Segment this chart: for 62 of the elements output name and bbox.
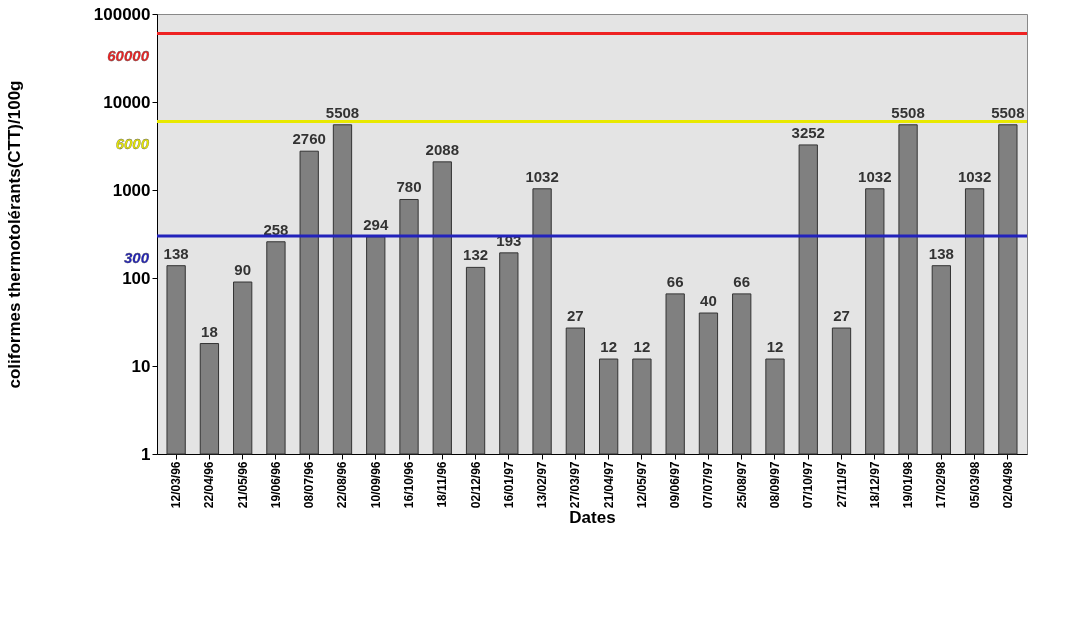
x-tick-label: 08/09/97 [767,461,782,509]
ref-line-label: 60000 [107,46,150,64]
y-tick-label: 10000 [103,92,151,112]
x-tick-label: 27/03/97 [568,461,583,509]
data-label: 66 [733,272,751,290]
x-tick-label: 09/06/97 [668,461,683,509]
x-tick-label: 16/01/97 [501,461,516,509]
ref-line-label: 300 [123,249,150,267]
data-label: 27 [567,307,584,325]
data-label: 18 [201,322,218,340]
x-tick-label: 08/07/96 [302,461,317,509]
x-tick-label: 18/11/96 [435,461,450,508]
y-tick-label: 1000 [112,180,151,200]
data-label: 12 [633,338,651,356]
data-label: 1032 [525,167,559,185]
x-tick-label: 18/12/97 [867,461,882,509]
y-tick-label: 10 [131,356,151,376]
data-label: 1032 [858,167,892,185]
x-tick-label: 10/09/96 [368,461,383,509]
data-label: 5508 [991,103,1025,121]
y-axis-title: coliformes thermotolérants(CTT)/100g [4,80,24,389]
x-axis-title: Dates [569,508,616,528]
x-tick-label: 13/02/97 [535,461,550,509]
y-tick-label: 100000 [93,4,151,24]
x-tick-label: 17/02/98 [934,461,949,509]
data-label: 12 [766,338,784,356]
x-tick-label: 19/01/98 [901,461,916,509]
data-label: 138 [163,244,189,262]
x-tick-label: 02/04/98 [1000,461,1015,509]
ref-line-label: 6000 [115,134,150,152]
x-tick-label: 07/10/97 [801,461,816,509]
data-label: 294 [363,215,389,233]
data-label: 138 [928,244,954,262]
data-label: 132 [463,246,489,264]
data-label: 5508 [325,103,360,121]
x-tick-label: 07/07/97 [701,461,716,509]
x-tick-label: 12/05/97 [634,461,649,509]
x-tick-label: 22/04/96 [202,461,217,509]
x-tick-label: 19/06/96 [268,461,283,509]
x-tick-label: 25/08/97 [734,461,749,509]
data-label: 1032 [957,167,992,185]
data-label: 90 [234,261,252,279]
data-label: 12 [600,338,617,356]
data-label: 3252 [791,123,825,141]
x-tick-label: 21/04/97 [601,461,616,509]
y-tick-label: 100 [122,268,151,288]
data-label: 66 [666,272,684,290]
data-label: 780 [396,178,422,196]
y-tick-label: 1 [141,444,151,464]
data-label: 27 [833,307,850,325]
data-label: 2760 [292,130,326,148]
x-tick-label: 05/03/98 [967,461,982,509]
data-label: 258 [263,220,289,238]
x-tick-label: 12/03/96 [169,461,184,509]
data-label: 5508 [891,103,925,121]
x-tick-label: 22/08/96 [335,461,350,509]
data-label: 40 [700,292,717,310]
x-tick-label: 27/11/97 [834,461,849,508]
x-tick-label: 02/12/96 [468,461,483,509]
data-label: 2088 [425,140,459,158]
x-tick-label: 21/05/96 [235,461,250,509]
x-tick-label: 16/10/96 [402,461,417,509]
